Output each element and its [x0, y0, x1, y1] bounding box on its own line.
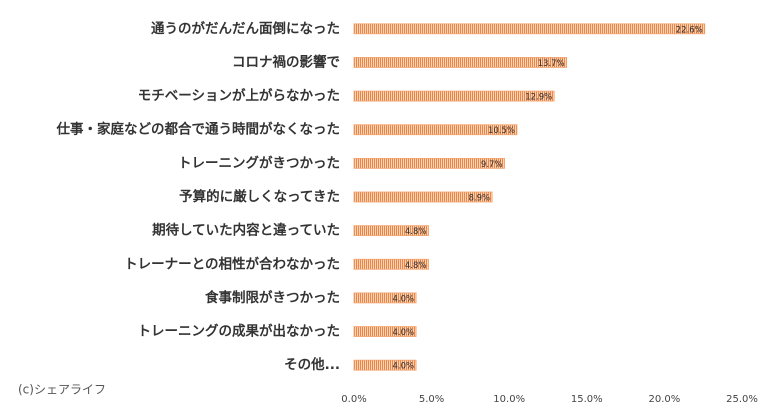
x-tick-label: 10.0% [493, 394, 525, 405]
value-label: 8.9% [469, 194, 491, 204]
value-label: 9.7% [481, 160, 503, 170]
bar [353, 225, 429, 237]
category-label: 期待していた内容と違っていた [152, 222, 340, 239]
bar [353, 157, 505, 169]
copyright: (c)シェアライフ [18, 383, 106, 397]
x-tick-label: 25.0% [726, 394, 758, 405]
bar [353, 90, 555, 102]
x-tick-label: 20.0% [649, 394, 681, 405]
value-label: 4.0% [392, 294, 414, 304]
value-label: 13.7% [538, 59, 565, 69]
category-label: 通うのがだんだん面倒になった [151, 20, 340, 37]
category-label: モチベーションが上がらなかった [138, 87, 340, 104]
category-label: トレーナーとの相性が合わなかった [124, 255, 340, 272]
value-label: 4.8% [405, 227, 427, 237]
bar [353, 292, 417, 304]
x-tick-label: 5.0% [419, 394, 444, 405]
value-label: 10.5% [488, 126, 515, 136]
bar [353, 258, 429, 270]
category-label: トレーニングの成果が出なかった [138, 323, 341, 340]
bar [353, 191, 493, 203]
bar [353, 326, 417, 337]
category-label: トレーニングがきつかった [178, 154, 340, 171]
value-label: 4.8% [405, 261, 427, 271]
x-tick-label: 15.0% [571, 394, 603, 405]
x-tick-label: 0.0% [341, 394, 366, 405]
bar [353, 124, 518, 136]
category-label: 食事制限がきつかった [205, 289, 340, 306]
bar [353, 57, 568, 68]
value-label: 4.0% [392, 362, 414, 372]
value-label: 22.6% [676, 25, 703, 35]
bar [353, 23, 706, 35]
value-label: 4.0% [392, 328, 414, 338]
bar [353, 359, 417, 371]
category-label: 予算的に厳しくなってきた [179, 188, 340, 205]
category-label: その他... [284, 356, 340, 373]
category-label: 仕事・家庭などの都合で通う時間がなくなった [56, 121, 341, 138]
category-label: コロナ禍の影響で [232, 53, 340, 70]
value-label: 12.9% [525, 93, 552, 103]
